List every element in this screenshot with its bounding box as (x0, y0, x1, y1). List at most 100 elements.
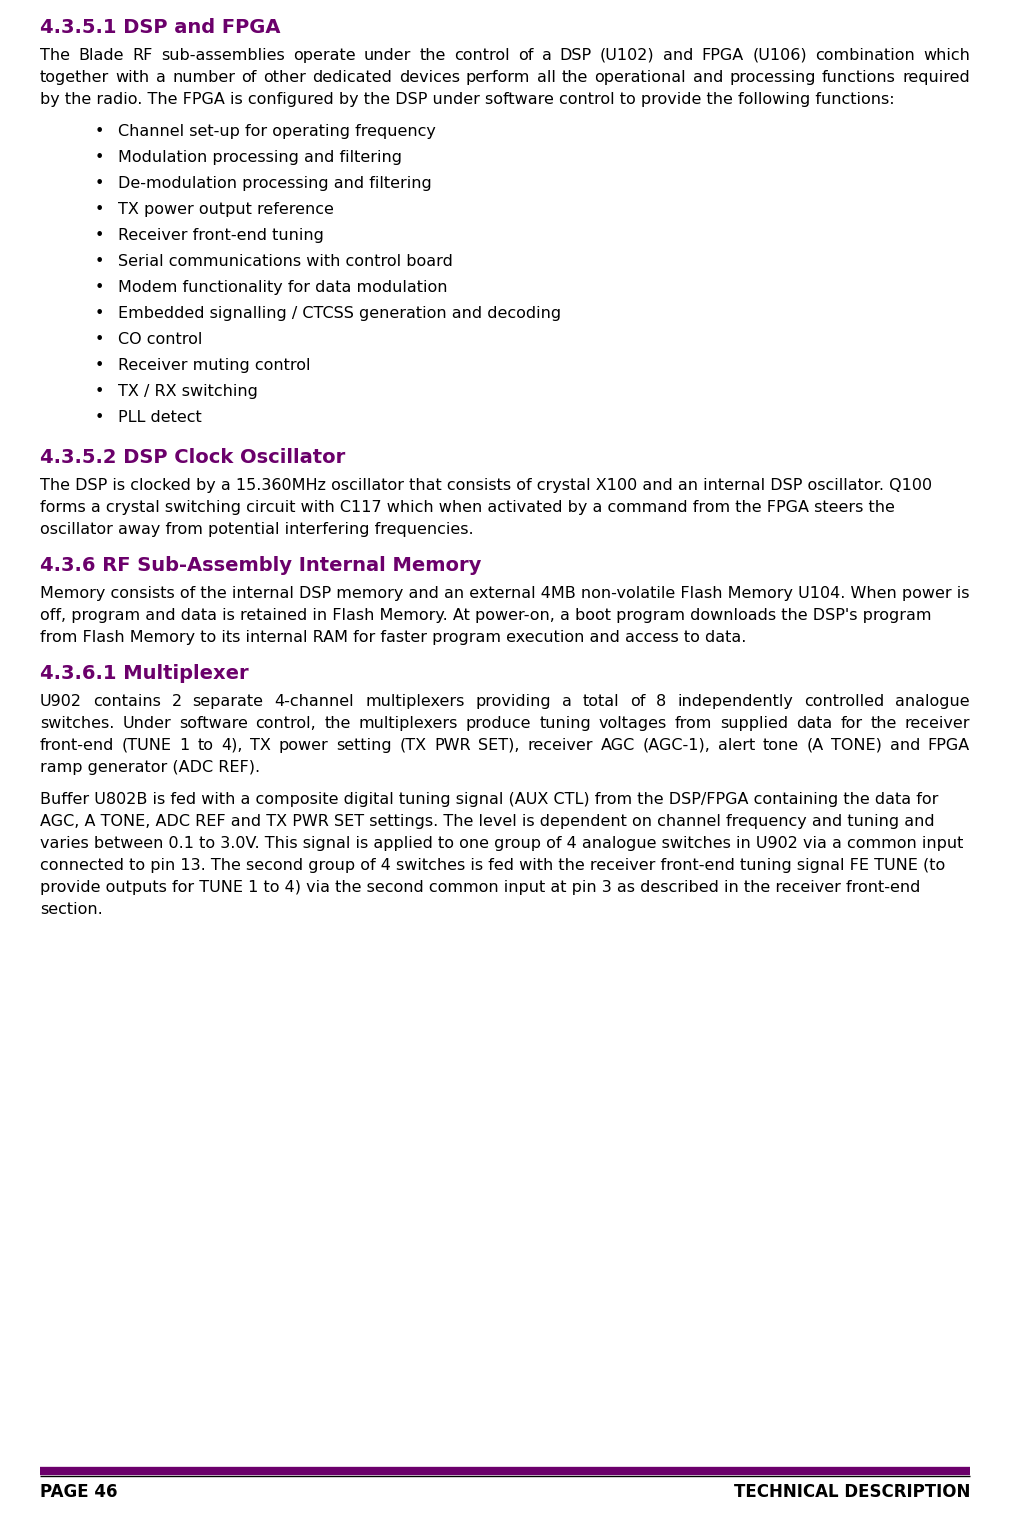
Text: •: • (95, 333, 104, 346)
Text: •: • (95, 150, 104, 166)
Text: 4-channel: 4-channel (275, 694, 355, 709)
Text: AGC, A TONE, ADC REF and TX PWR SET settings. The level is dependent on channel : AGC, A TONE, ADC REF and TX PWR SET sett… (40, 814, 934, 829)
Text: and: and (693, 70, 723, 85)
Text: multiplexers: multiplexers (365, 694, 465, 709)
Text: 4.3.6 RF Sub-Assembly Internal Memory: 4.3.6 RF Sub-Assembly Internal Memory (40, 556, 482, 576)
Text: separate: separate (193, 694, 264, 709)
Text: switches.: switches. (40, 715, 114, 731)
Text: and: and (663, 49, 694, 62)
Text: Blade: Blade (79, 49, 124, 62)
Text: receiver: receiver (527, 738, 593, 753)
Text: PLL detect: PLL detect (118, 410, 202, 425)
Text: TONE): TONE) (831, 738, 882, 753)
Text: dedicated: dedicated (312, 70, 392, 85)
Text: 4.3.5.2 DSP Clock Oscillator: 4.3.5.2 DSP Clock Oscillator (40, 448, 345, 466)
Text: tone: tone (763, 738, 799, 753)
Text: total: total (583, 694, 619, 709)
Text: with: with (115, 70, 149, 85)
Text: of: of (241, 70, 257, 85)
Text: multiplexers: multiplexers (359, 715, 458, 731)
Text: operational: operational (595, 70, 686, 85)
Text: ramp generator (ADC REF).: ramp generator (ADC REF). (40, 760, 261, 775)
Text: •: • (95, 202, 104, 217)
Text: 4.3.5.1 DSP and FPGA: 4.3.5.1 DSP and FPGA (40, 18, 281, 36)
Text: Embedded signalling / CTCSS generation and decoding: Embedded signalling / CTCSS generation a… (118, 305, 562, 321)
Text: 8: 8 (656, 694, 667, 709)
Text: off, program and data is retained in Flash Memory. At power-on, a boot program d: off, program and data is retained in Fla… (40, 608, 931, 623)
Text: Memory consists of the internal DSP memory and an external 4MB non-volatile Flas: Memory consists of the internal DSP memo… (40, 586, 970, 602)
Text: SET),: SET), (479, 738, 520, 753)
Text: (A: (A (806, 738, 824, 753)
Text: the: the (324, 715, 350, 731)
Text: (TX: (TX (399, 738, 426, 753)
Text: control: control (453, 49, 510, 62)
Text: a: a (156, 70, 166, 85)
Text: PAGE 46: PAGE 46 (40, 1483, 117, 1501)
Text: Receiver muting control: Receiver muting control (118, 358, 310, 374)
Text: sub-assemblies: sub-assemblies (161, 49, 285, 62)
Text: independently: independently (678, 694, 794, 709)
Text: 1: 1 (180, 738, 190, 753)
Text: (TUNE: (TUNE (122, 738, 172, 753)
Text: front-end: front-end (40, 738, 114, 753)
Text: under: under (364, 49, 411, 62)
Text: provide outputs for TUNE 1 to 4) via the second common input at pin 3 as describ: provide outputs for TUNE 1 to 4) via the… (40, 880, 920, 895)
Text: PWR: PWR (434, 738, 471, 753)
Text: TECHNICAL DESCRIPTION: TECHNICAL DESCRIPTION (733, 1483, 970, 1501)
Text: FPGA: FPGA (702, 49, 744, 62)
Text: contains: contains (93, 694, 161, 709)
Text: number: number (173, 70, 235, 85)
Text: oscillator away from potential interfering frequencies.: oscillator away from potential interferi… (40, 523, 474, 538)
Text: receiver: receiver (905, 715, 970, 731)
Text: to: to (198, 738, 213, 753)
Text: 4.3.6.1 Multiplexer: 4.3.6.1 Multiplexer (40, 664, 248, 684)
Text: the: the (562, 70, 588, 85)
Text: Receiver front-end tuning: Receiver front-end tuning (118, 228, 324, 243)
Text: from Flash Memory to its internal RAM for faster program execution and access to: from Flash Memory to its internal RAM fo… (40, 630, 746, 646)
Text: CO control: CO control (118, 333, 202, 346)
Text: TX power output reference: TX power output reference (118, 202, 334, 217)
Text: De-modulation processing and filtering: De-modulation processing and filtering (118, 176, 431, 191)
Text: section.: section. (40, 902, 103, 917)
Text: varies between 0.1 to 3.0V. This signal is applied to one group of 4 analogue sw: varies between 0.1 to 3.0V. This signal … (40, 835, 964, 851)
Text: software: software (179, 715, 247, 731)
Text: Under: Under (122, 715, 171, 731)
Text: •: • (95, 358, 104, 374)
Text: which: which (923, 49, 970, 62)
Text: forms a crystal switching circuit with C117 which when activated by a command fr: forms a crystal switching circuit with C… (40, 500, 895, 515)
Text: from: from (675, 715, 712, 731)
Text: for: for (840, 715, 863, 731)
Text: of: of (630, 694, 645, 709)
Text: Modem functionality for data modulation: Modem functionality for data modulation (118, 279, 447, 295)
Text: power: power (279, 738, 328, 753)
Text: the: the (871, 715, 897, 731)
Text: the: the (419, 49, 445, 62)
Text: Buffer U802B is fed with a composite digital tuning signal (AUX CTL) from the DS: Buffer U802B is fed with a composite dig… (40, 791, 938, 807)
Text: of: of (518, 49, 533, 62)
Text: DSP: DSP (560, 49, 592, 62)
Text: TX / RX switching: TX / RX switching (118, 384, 258, 399)
Text: supplied: supplied (720, 715, 788, 731)
Text: •: • (95, 228, 104, 243)
Text: produce: produce (466, 715, 531, 731)
Text: FPGA: FPGA (928, 738, 970, 753)
Text: RF: RF (132, 49, 153, 62)
Text: voltages: voltages (599, 715, 667, 731)
Text: operate: operate (293, 49, 356, 62)
Text: •: • (95, 410, 104, 425)
Text: tuning: tuning (539, 715, 591, 731)
Text: data: data (796, 715, 832, 731)
Text: (U106): (U106) (752, 49, 807, 62)
Text: 2: 2 (172, 694, 182, 709)
Text: control,: control, (256, 715, 316, 731)
Text: •: • (95, 305, 104, 321)
Text: The: The (40, 49, 70, 62)
Text: functions: functions (822, 70, 896, 85)
Text: a: a (562, 694, 572, 709)
Text: Channel set-up for operating frequency: Channel set-up for operating frequency (118, 125, 436, 140)
Text: 4),: 4), (221, 738, 242, 753)
Text: The DSP is clocked by a 15.360MHz oscillator that consists of crystal X100 and a: The DSP is clocked by a 15.360MHz oscill… (40, 478, 932, 494)
Text: a: a (541, 49, 551, 62)
Text: combination: combination (815, 49, 915, 62)
Text: setting: setting (336, 738, 392, 753)
